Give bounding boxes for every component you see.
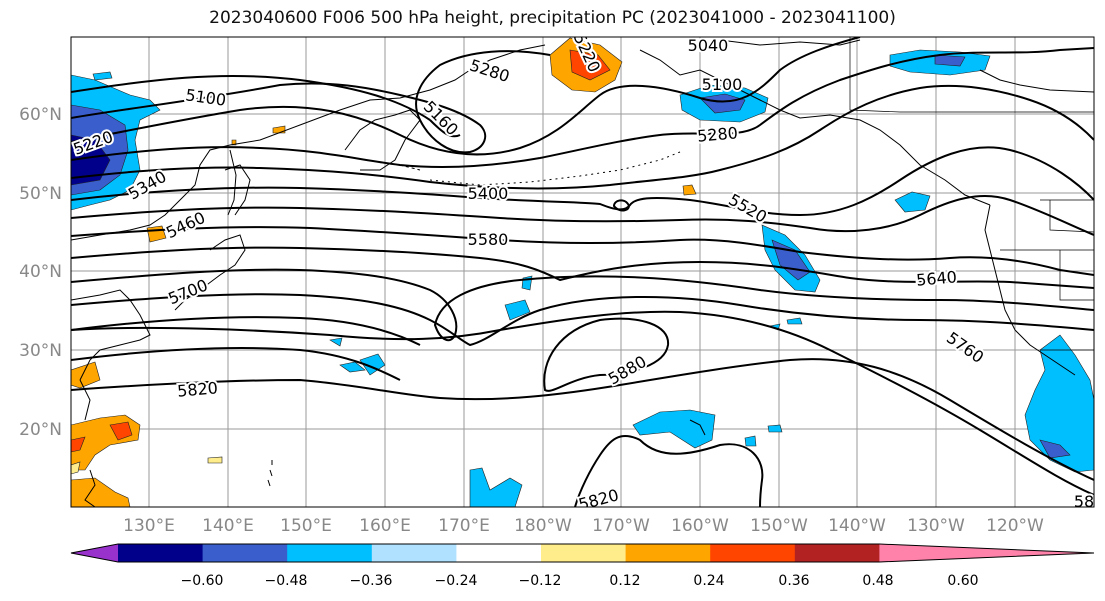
colorbar-tick-label: −0.60	[181, 573, 224, 589]
contour-label: 5820	[176, 378, 218, 400]
lon-label: 170°W	[592, 516, 650, 536]
map-title: 2023040600 F006 500 hPa height, precipit…	[209, 8, 896, 28]
lat-label: 50°N	[19, 184, 62, 204]
contour-label: 5100	[702, 75, 743, 94]
lat-label: 30°N	[19, 341, 62, 361]
colorbar-tick-label: 0.36	[778, 573, 809, 589]
contour-label: 5040	[688, 36, 729, 55]
lon-label: 130°W	[907, 516, 965, 536]
lon-label: 120°W	[986, 516, 1044, 536]
lat-label: 60°N	[19, 105, 62, 125]
colorbar-segment	[456, 544, 542, 562]
lon-label: 150°E	[280, 516, 332, 536]
colorbar-segment	[794, 544, 880, 562]
colorbar-tick-label: 0.48	[862, 573, 893, 589]
colorbar-segment	[287, 544, 373, 562]
lon-label: 170°E	[438, 516, 490, 536]
lon-label: 160°E	[359, 516, 411, 536]
coastlines	[71, 37, 1094, 507]
lon-label: 130°E	[123, 516, 175, 536]
colorbar-tick-label: 0.12	[609, 573, 640, 589]
colorbar-outline	[70, 543, 1095, 563]
colorbar-tick-label: 0.60	[947, 573, 978, 589]
lon-label: 140°E	[202, 516, 254, 536]
height-contours	[71, 37, 1094, 507]
contour-label: 58	[1074, 492, 1094, 511]
colorbar-segment	[118, 544, 204, 562]
colorbar-tick-label: −0.24	[435, 573, 478, 589]
contour-label: 5640	[915, 267, 957, 289]
colorbar-segment	[710, 544, 796, 562]
lon-label: 180°W	[514, 516, 572, 536]
contour-label: 5400	[468, 184, 509, 203]
colorbar-tick-label: −0.12	[519, 573, 562, 589]
lat-label: 20°N	[19, 420, 62, 440]
colorbar-tick-label: 0.24	[693, 573, 724, 589]
colorbar-extend-max	[879, 544, 1094, 562]
colorbar-segment	[625, 544, 711, 562]
colorbar-extend-min	[71, 544, 118, 562]
lon-label: 160°W	[671, 516, 729, 536]
contour-label: 5580	[468, 230, 509, 249]
map-frame	[70, 36, 1095, 508]
colorbar	[70, 543, 1095, 563]
colorbar-segment	[202, 544, 288, 562]
lon-label: 150°W	[750, 516, 808, 536]
colorbar-tick-label: −0.48	[265, 573, 308, 589]
colorbar-segment	[371, 544, 457, 562]
lat-label: 40°N	[19, 262, 62, 282]
contour-label: 5280	[696, 123, 738, 145]
colorbar-tick-label: −0.36	[350, 573, 393, 589]
lon-label: 140°W	[828, 516, 886, 536]
colorbar-segment	[541, 544, 627, 562]
